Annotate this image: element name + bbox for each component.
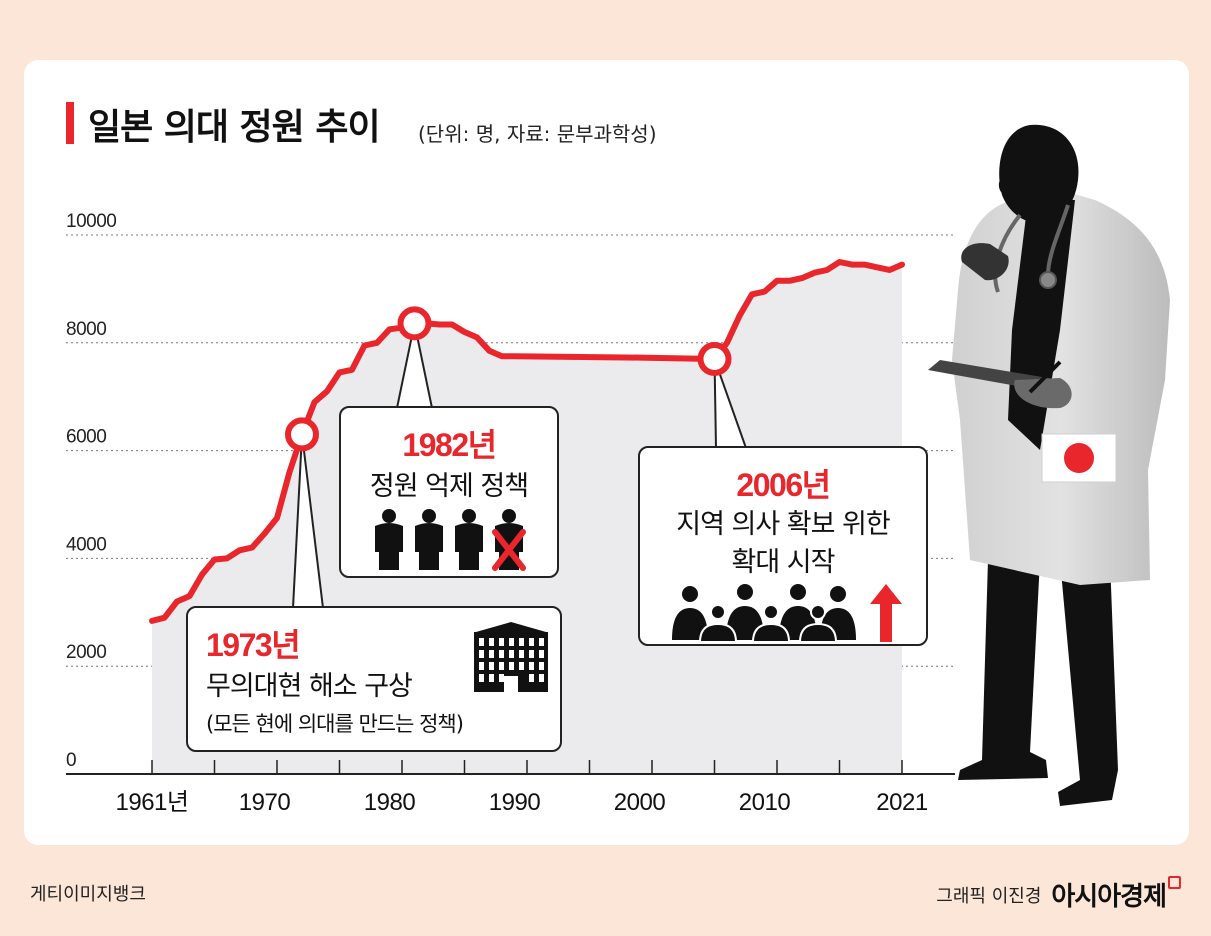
- building-window: [489, 662, 494, 670]
- building-window: [509, 650, 514, 658]
- highlight-marker: [397, 306, 432, 341]
- doctor-illustration: [928, 124, 1170, 806]
- building-window: [539, 674, 544, 682]
- arrow-up-icon: [870, 584, 902, 642]
- building-icon: [474, 622, 548, 692]
- building-window: [539, 638, 544, 646]
- callout-1973-text: 무의대현 해소 구상: [206, 671, 413, 702]
- x-tick-label: 1970: [239, 789, 291, 816]
- y-tick-label: 8000: [66, 319, 106, 340]
- y-tick-label: 10000: [66, 211, 116, 232]
- callout-2006-text2: 확대 시작: [731, 547, 836, 578]
- building-window: [489, 674, 494, 682]
- chart-title: 일본 의대 정원 추이: [88, 107, 381, 148]
- building-window: [489, 650, 494, 658]
- callout-2006: 2006년 지역 의사 확보 위한 확대 시작: [638, 446, 928, 646]
- y-tick-label: 6000: [66, 427, 106, 448]
- logo-mark-icon: [1168, 876, 1181, 889]
- callout-1982-year: 1982년: [402, 427, 497, 463]
- building-window: [529, 638, 534, 646]
- x-tick-label: 2021: [876, 789, 928, 816]
- x-tick-label: 1990: [489, 789, 541, 816]
- group-icon: [672, 584, 902, 643]
- building-window: [529, 674, 534, 682]
- building-window: [479, 650, 484, 658]
- highlight-marker: [285, 417, 319, 452]
- x-tick-label: 1980: [364, 789, 416, 816]
- building-window: [479, 662, 484, 670]
- building-window: [519, 650, 524, 658]
- callout-2006-year: 2006년: [736, 467, 831, 503]
- footer-credit: 그래픽 이진경 아시아경제: [936, 876, 1181, 913]
- callout-1982: 1982년 정원 억제 정책: [339, 406, 559, 578]
- building-window: [499, 674, 504, 682]
- publisher-logo: 아시아경제: [1051, 876, 1181, 913]
- x-tick-label: 1961년: [116, 789, 189, 816]
- y-axis-labels: 10000 8000 6000 4000 2000 0: [66, 211, 117, 771]
- building-window: [499, 662, 504, 670]
- building-window: [479, 674, 484, 682]
- y-tick-label: 4000: [66, 534, 106, 555]
- title-marker: [66, 102, 74, 144]
- logo-text: 아시아경제: [1051, 882, 1167, 912]
- x-tick-label: 2000: [614, 789, 666, 816]
- y-tick-label: 0: [66, 750, 76, 771]
- series-line: [149, 259, 905, 624]
- y-tick-label: 2000: [66, 642, 106, 663]
- x-tick-label: 2010: [739, 789, 791, 816]
- building-window: [509, 662, 514, 670]
- building-window: [489, 638, 494, 646]
- chart-subtitle: (단위: 명, 자료: 문부과학성): [418, 122, 657, 146]
- building-window: [479, 638, 484, 646]
- building-window: [499, 638, 504, 646]
- building-window: [539, 650, 544, 658]
- x-axis: [66, 760, 955, 775]
- cross-icon: [492, 529, 526, 571]
- callout-1973-note: (모든 현에 의대를 만드는 정책): [206, 712, 464, 736]
- japan-flag-icon: [1064, 443, 1094, 473]
- graphic-credit: 그래픽 이진경: [936, 885, 1042, 907]
- callout-1973-year: 1973년: [206, 627, 301, 663]
- building-window: [529, 650, 534, 658]
- building-window: [529, 662, 534, 670]
- callout-1982-text: 정원 억제 정책: [369, 471, 529, 502]
- building-window: [519, 638, 524, 646]
- callout-1973: 1973년 무의대현 해소 구상 (모든 현에 의대를 만드는 정책): [186, 606, 562, 752]
- photo-credit: 게티이미지뱅크: [30, 884, 146, 905]
- x-axis-labels: 1961년 1970 1980 1990 2000 2010 2021: [116, 789, 929, 816]
- callout-2006-text: 지역 의사 확보 위한: [676, 509, 890, 540]
- building-window: [519, 662, 524, 670]
- building-window: [539, 662, 544, 670]
- building-window: [499, 650, 504, 658]
- people-icon: [375, 509, 526, 571]
- highlight-marker: [697, 341, 732, 376]
- building-window: [509, 638, 514, 646]
